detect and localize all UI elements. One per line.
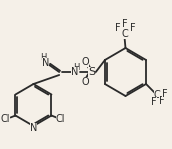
Text: C: C: [121, 29, 128, 39]
Text: F: F: [162, 89, 168, 99]
Text: H: H: [73, 62, 79, 72]
Text: Cl: Cl: [1, 114, 10, 125]
Text: O: O: [81, 77, 89, 87]
Text: N: N: [71, 67, 79, 77]
Text: O: O: [81, 57, 89, 67]
Text: F: F: [130, 23, 135, 33]
Text: H: H: [40, 52, 47, 62]
Text: S: S: [88, 67, 95, 77]
Text: F: F: [122, 19, 127, 29]
Text: N: N: [30, 123, 37, 133]
Text: Cl: Cl: [56, 114, 65, 125]
Text: F: F: [151, 97, 157, 107]
Text: C: C: [154, 90, 160, 100]
Text: F: F: [115, 23, 120, 33]
Text: F: F: [159, 96, 165, 106]
Text: N: N: [42, 58, 49, 68]
